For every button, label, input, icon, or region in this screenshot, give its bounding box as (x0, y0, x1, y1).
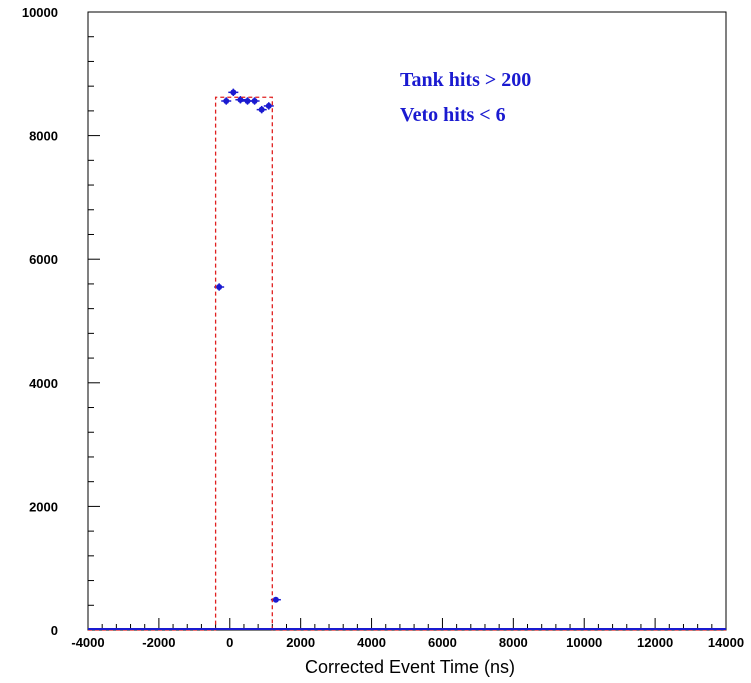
x-tick-label: 4000 (357, 635, 386, 650)
annotation-tank-hits: Tank hits > 200 (400, 69, 531, 91)
x-tick-label: 10000 (566, 635, 602, 650)
data-point (244, 97, 251, 104)
x-tick-label: 12000 (637, 635, 673, 650)
x-tick-label: 0 (226, 635, 233, 650)
y-tick-label: 10000 (22, 5, 58, 20)
y-tick-label: 8000 (29, 129, 58, 144)
data-point (272, 596, 279, 603)
y-tick-label: 2000 (29, 499, 58, 514)
data-point (251, 97, 258, 104)
data-point (258, 106, 265, 113)
x-tick-label: 6000 (428, 635, 457, 650)
x-tick-label: -2000 (142, 635, 175, 650)
data-point (223, 97, 230, 104)
y-tick-label: 6000 (29, 252, 58, 267)
x-axis-title: Corrected Event Time (ns) (305, 657, 515, 677)
data-point (265, 102, 272, 109)
x-tick-label: -4000 (71, 635, 104, 650)
annotations: Tank hits > 200 Veto hits < 6 (400, 69, 531, 126)
data-series (88, 88, 726, 631)
x-tick-label: 2000 (286, 635, 315, 650)
data-point (237, 96, 244, 103)
fit-line (88, 96, 726, 631)
annotation-veto-hits: Veto hits < 6 (400, 104, 506, 126)
data-point (216, 284, 223, 291)
x-tick-label: 8000 (499, 635, 528, 650)
y-tick-label: 0 (51, 623, 58, 638)
data-point (230, 89, 237, 96)
y-tick-label: 4000 (29, 376, 58, 391)
x-tick-label: 14000 (708, 635, 744, 650)
